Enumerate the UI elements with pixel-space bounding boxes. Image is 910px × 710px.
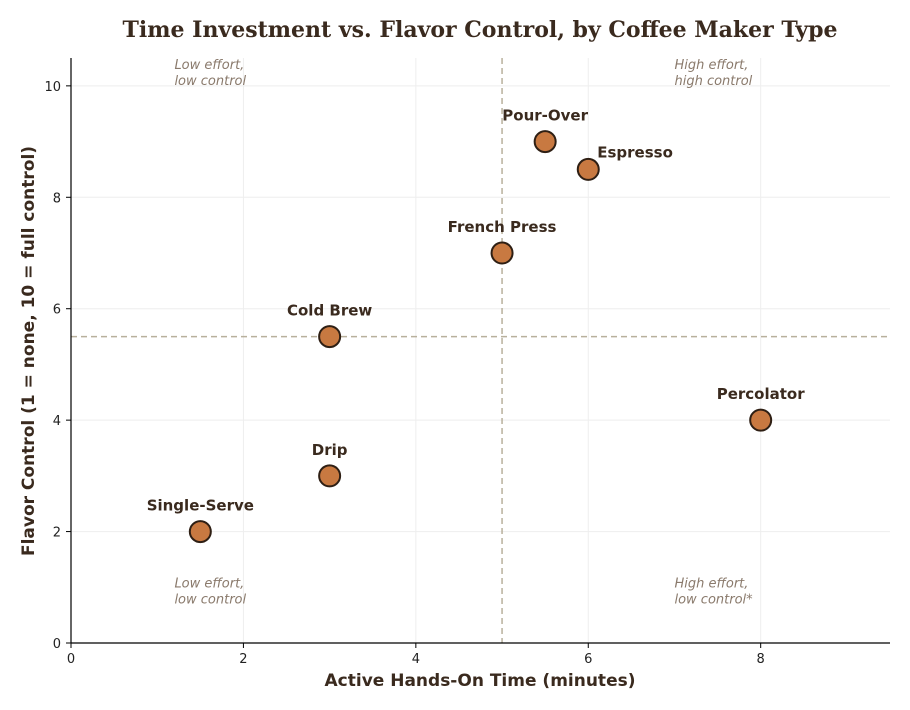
quadrant-note-line2: low control: [174, 74, 246, 89]
quadrant-note-line2: high control: [674, 74, 752, 89]
y-axis-label: Flavor Control (1 = none, 10 = full cont…: [19, 146, 39, 556]
tick-labels: 0 2 4 6 8 0 2 4 6 8 10: [44, 80, 764, 667]
y-tick-label: 6: [53, 303, 61, 318]
x-tick-label: 4: [412, 652, 420, 667]
data-point: [318, 464, 342, 488]
data-point: [749, 408, 773, 432]
x-tick-label: 6: [584, 652, 592, 667]
data-point-label: Cold Brew: [287, 302, 372, 320]
x-tick-label: 0: [67, 652, 75, 667]
data-points: [188, 130, 773, 544]
quadrant-note: Low effort, low control: [174, 58, 246, 89]
data-point-label: Espresso: [597, 143, 673, 161]
data-point: [576, 157, 600, 181]
chart-title: Time Investment vs. Flavor Control, by C…: [122, 17, 837, 43]
point-labels: Single-Serve Drip Cold Brew French Press Pou…: [147, 107, 806, 515]
data-point-label: Pour-Over: [502, 107, 588, 125]
data-point: [318, 325, 342, 349]
y-tick-label: 8: [53, 191, 61, 206]
quadrant-note-line1: Low effort,: [174, 58, 244, 73]
data-point: [533, 130, 557, 154]
quadrant-note: High effort, high control: [674, 58, 752, 89]
y-tick-label: 10: [44, 80, 61, 95]
data-point: [188, 520, 212, 544]
data-point-label: Single-Serve: [147, 497, 254, 515]
y-tick-label: 4: [53, 414, 61, 429]
data-point: [490, 241, 514, 265]
quadrant-note-line1: Low effort,: [174, 576, 244, 591]
data-point-label: Drip: [312, 441, 348, 459]
quadrant-note: Low effort, low control: [174, 576, 246, 607]
data-point-label: Percolator: [717, 385, 806, 403]
quadrant-note: High effort, low control*: [674, 576, 753, 607]
data-point-label: French Press: [448, 218, 557, 236]
y-tick-label: 0: [53, 637, 61, 652]
y-tick-label: 2: [53, 526, 61, 541]
quadrant-note-line2: low control*: [674, 592, 753, 607]
x-tick-label: 8: [757, 652, 765, 667]
quadrant-note-line1: High effort,: [674, 576, 748, 591]
reference-lines: [71, 58, 890, 643]
quadrant-note-line2: low control: [174, 592, 246, 607]
x-tick-label: 2: [239, 652, 247, 667]
axes: [66, 58, 890, 648]
x-axis-label: Active Hands-On Time (minutes): [325, 671, 636, 691]
quadrant-note-line1: High effort,: [674, 58, 748, 73]
grid-lines: [71, 58, 890, 643]
